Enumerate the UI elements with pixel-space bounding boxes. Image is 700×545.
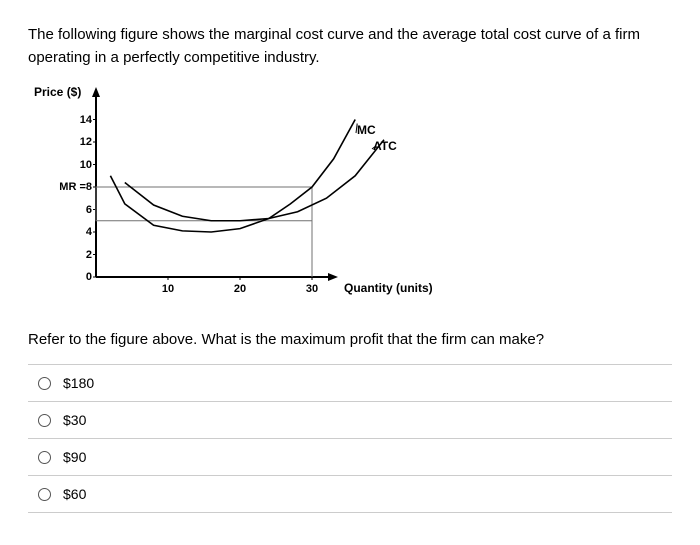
y-tick-label: 14 [48,114,92,126]
x-tick-label: 30 [306,283,318,295]
option-1[interactable]: $30 [28,401,672,438]
y-tick-label: 12 [48,136,92,148]
follow-up-question: Refer to the figure above. What is the m… [28,331,672,348]
question-stem: The following figure shows the marginal … [28,24,672,69]
x-axis-title: Quantity (units) [344,281,433,295]
y-tick-label: MR =8 [48,181,92,193]
chart-svg [34,87,494,307]
y-axis-title: Price ($) [34,85,81,99]
y-tick-label: 2 [48,249,92,261]
y-tick-label: 4 [48,226,92,238]
question-page: The following figure shows the marginal … [0,0,700,545]
radio-icon [38,414,51,427]
option-0[interactable]: $180 [28,364,672,401]
option-label: $60 [63,486,86,502]
curve-label: MC [357,123,376,137]
option-label: $180 [63,375,94,391]
cost-curves-chart: Price ($) Quantity (units) 14 12 10 MR =8 6 4… [34,87,494,307]
radio-icon [38,451,51,464]
curve-label: ATC [373,139,397,153]
radio-icon [38,488,51,501]
option-3[interactable]: $60 [28,475,672,513]
option-2[interactable]: $90 [28,438,672,475]
answer-options: $180 $30 $90 $60 [28,364,672,513]
option-label: $30 [63,412,86,428]
option-label: $90 [63,449,86,465]
radio-icon [38,377,51,390]
y-tick-label: 10 [48,159,92,171]
y-tick-label: 0 [48,271,92,283]
x-tick-label: 10 [162,283,174,295]
x-tick-label: 20 [234,283,246,295]
y-tick-label: 6 [48,204,92,216]
